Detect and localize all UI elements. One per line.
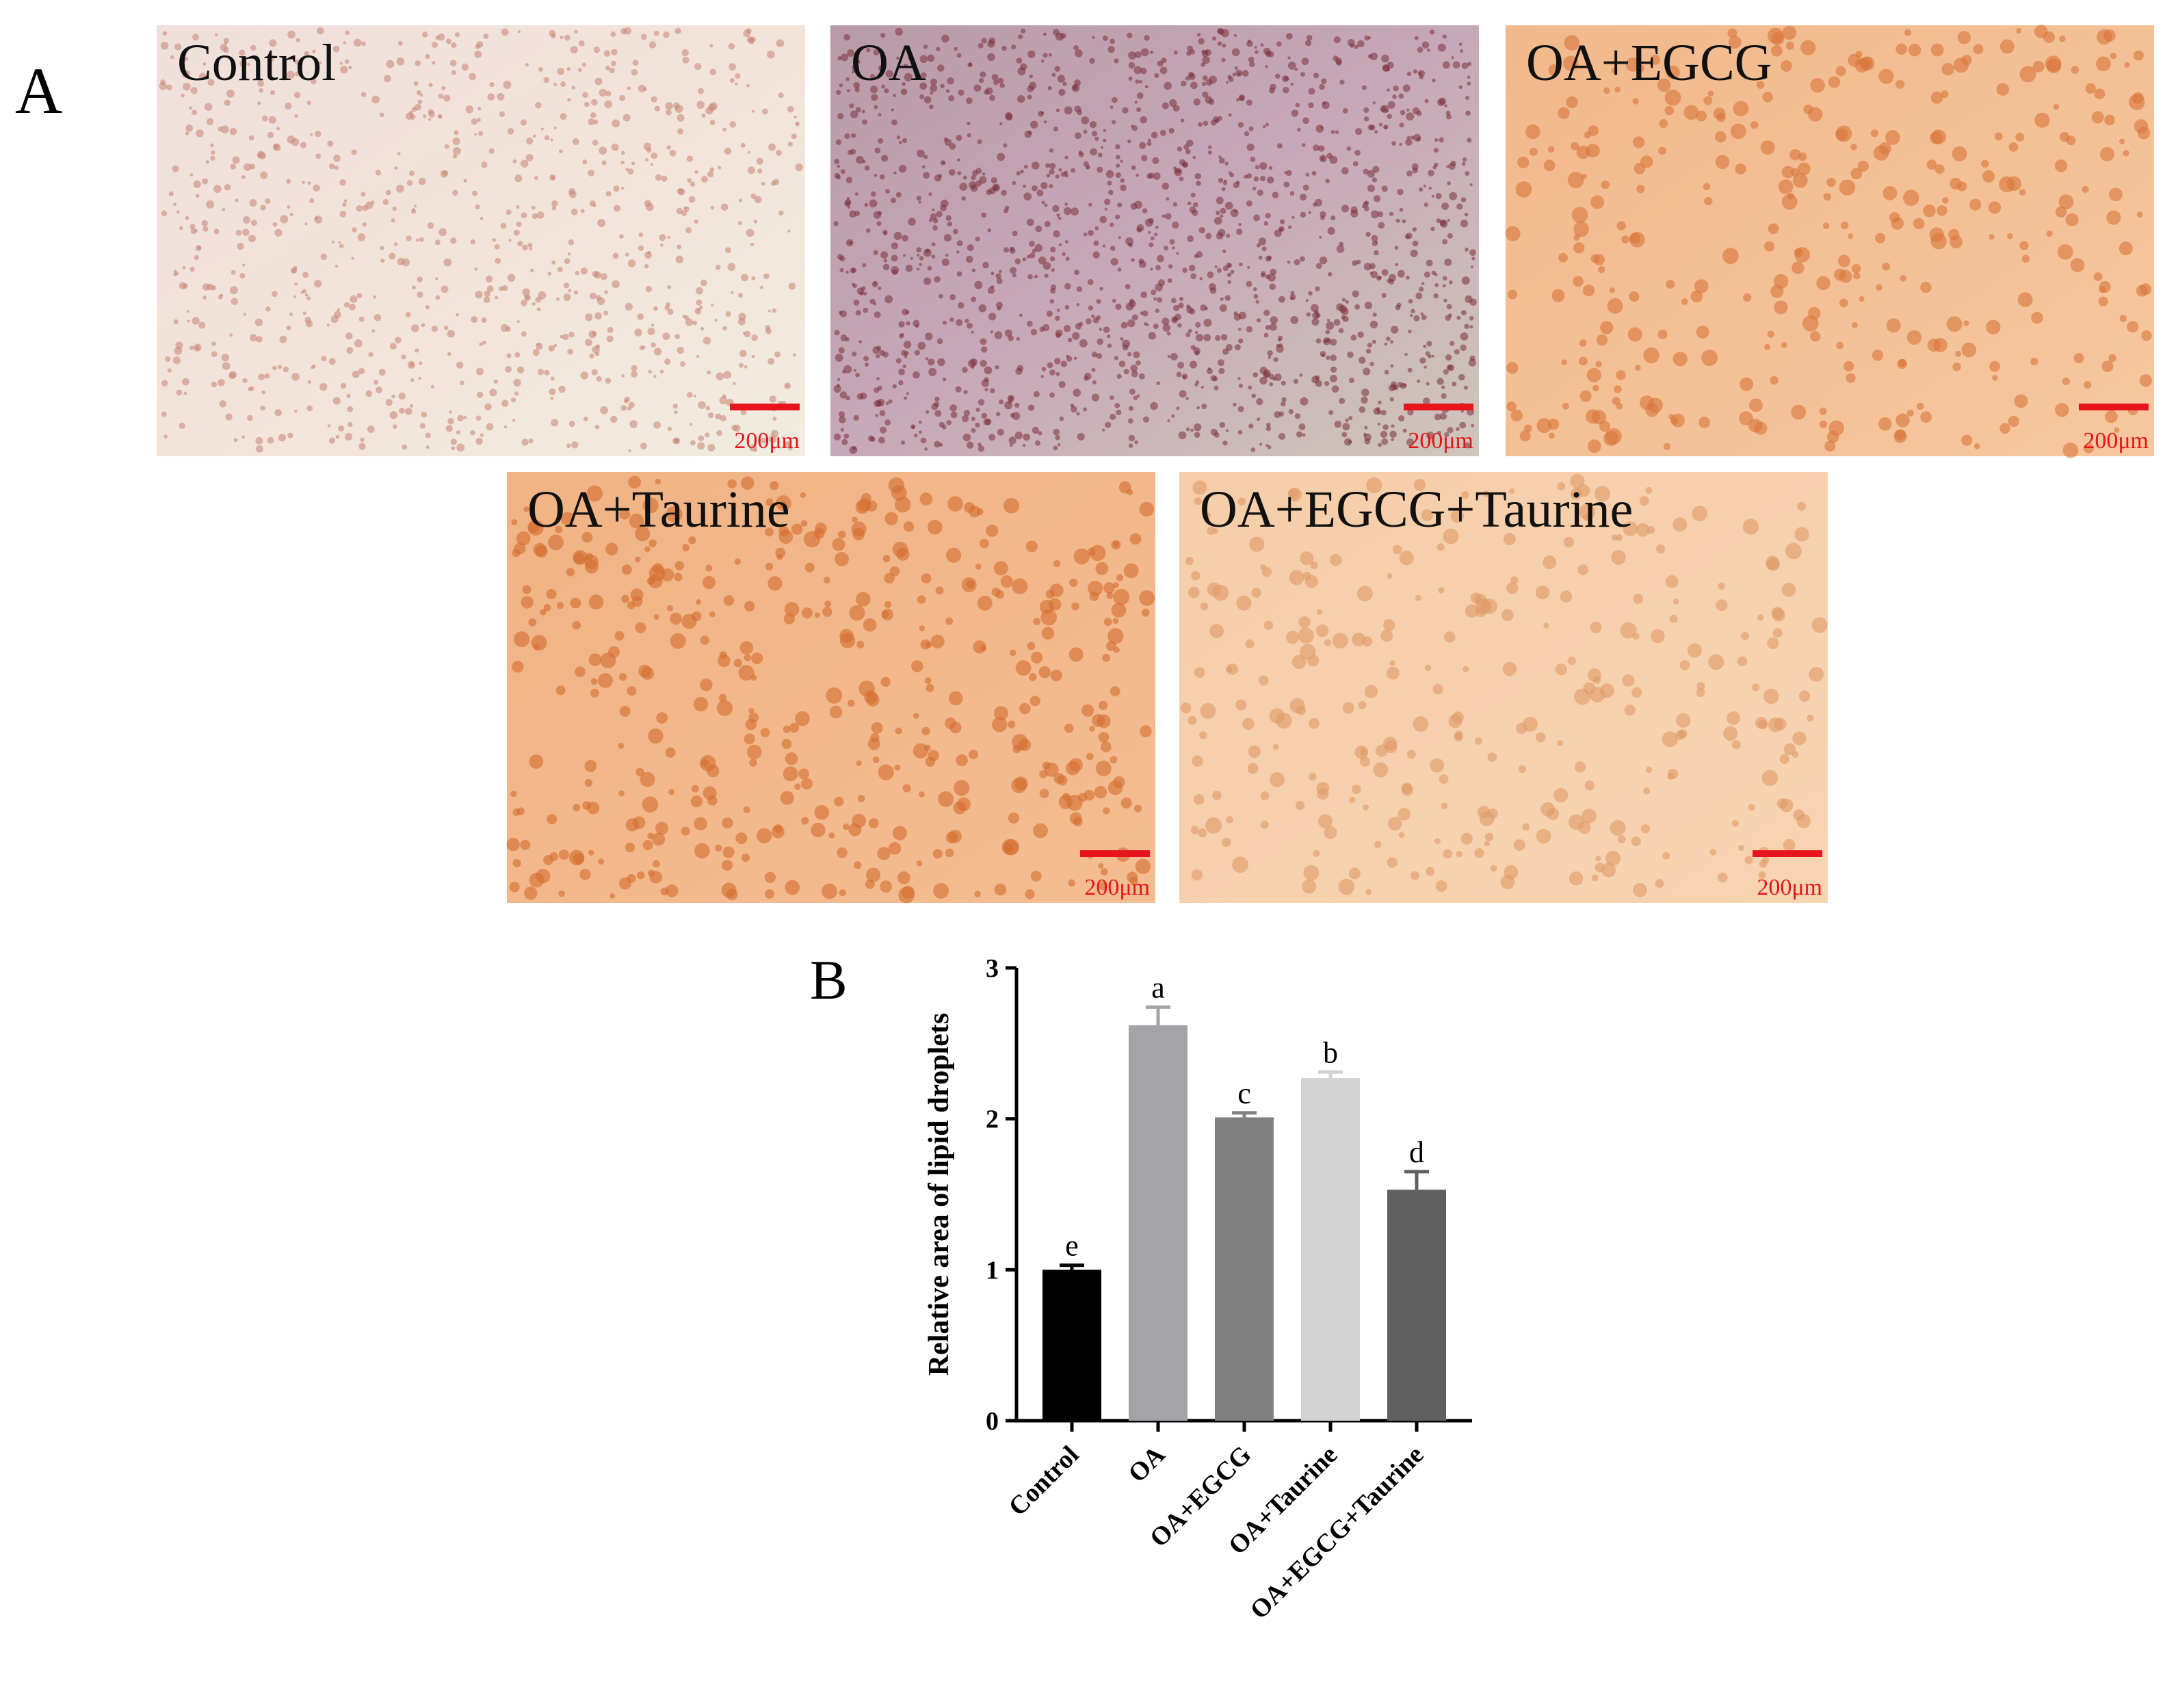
micrograph: Control 200μm — [157, 25, 805, 456]
y-tick-label: 2 — [986, 1105, 999, 1134]
micrograph-image — [157, 25, 805, 456]
scale-bar-label: 200μm — [2083, 428, 2149, 454]
scale-bar — [730, 404, 800, 410]
error-bar — [1318, 1070, 1343, 1079]
error-bar — [1232, 1111, 1257, 1118]
x-tick-label: Control — [1003, 1441, 1085, 1522]
micrograph: OA+EGCG+Taurine 200μm — [1179, 472, 1828, 903]
micrographs: Control200μmOA200μmOA+EGCG200μmOA+Taurin… — [157, 25, 2154, 904]
significance-letter: c — [1237, 1077, 1251, 1110]
scale-bar-label: 200μm — [1408, 428, 1473, 454]
significance-letter: e — [1065, 1229, 1079, 1263]
x-tick-label: OA — [1123, 1440, 1170, 1488]
scale-bar — [1404, 404, 1473, 410]
micrograph-image — [1506, 25, 2154, 456]
micrograph-label: OA+EGCG+Taurine — [1200, 481, 1633, 538]
x-tick-label: OA+EGCG+Taurine — [1245, 1441, 1430, 1625]
micrograph-label: Control — [177, 34, 336, 92]
micrograph-label: OA — [851, 34, 926, 92]
scale-bar-label: 200μm — [734, 428, 800, 454]
micrograph-label: OA+EGCG — [1526, 34, 1772, 92]
significance-letter: b — [1323, 1036, 1338, 1069]
error-bar — [1060, 1263, 1084, 1270]
micrograph-image — [1179, 472, 1828, 903]
scale-bar — [2079, 404, 2149, 410]
bar — [1129, 1025, 1188, 1421]
micrograph: OA+Taurine 200μm — [506, 472, 1155, 904]
panel-label: A — [15, 54, 62, 127]
micrograph: OA 200μm — [830, 25, 1479, 456]
y-tick-label: 3 — [986, 954, 999, 983]
significance-letter: d — [1409, 1135, 1424, 1169]
error-bar — [1146, 1005, 1170, 1025]
y-tick-label: 0 — [986, 1407, 999, 1436]
error-bar — [1404, 1170, 1429, 1190]
bar — [1042, 1270, 1101, 1421]
scale-bar-label: 200μm — [1757, 875, 1822, 900]
micrograph: OA+EGCG 200μm — [1505, 25, 2154, 458]
significance-letter: a — [1151, 971, 1165, 1004]
y-axis-label: Relative area of lipid droplets — [923, 1013, 955, 1376]
bar-chart: 0 1 2 3 Relative area of lipid droplets Contr… — [923, 954, 1472, 1625]
scale-bar — [1753, 850, 1822, 857]
micrograph-image — [830, 25, 1479, 456]
bar — [1387, 1190, 1446, 1421]
micrograph-label: OA+Taurine — [527, 481, 790, 538]
scale-bar — [1080, 850, 1150, 857]
bar — [1301, 1078, 1360, 1421]
y-tick-label: 1 — [986, 1256, 999, 1285]
bar — [1215, 1117, 1274, 1421]
scale-bar-label: 200μm — [1084, 875, 1150, 900]
panel-label: B — [810, 949, 848, 1011]
